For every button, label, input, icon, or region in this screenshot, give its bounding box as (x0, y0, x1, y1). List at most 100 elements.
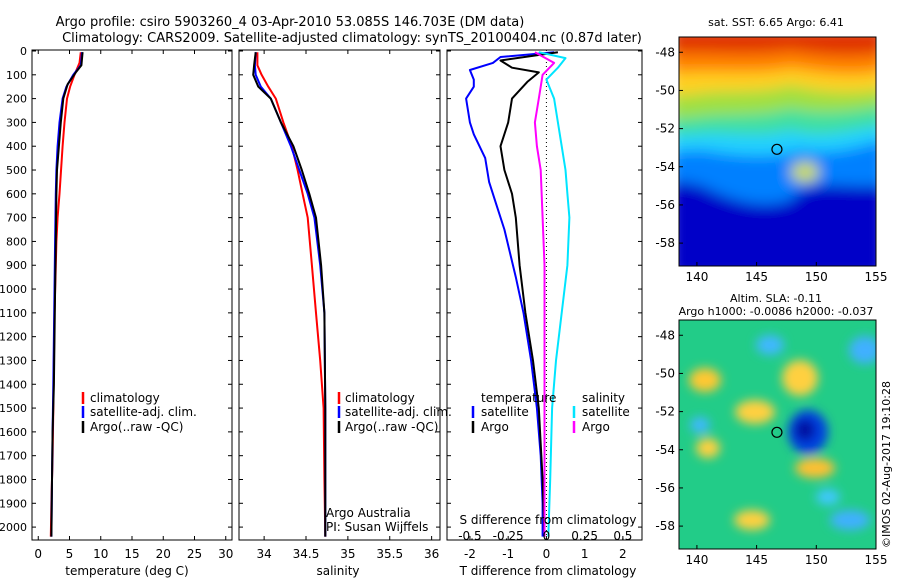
depth-tick-label: 800 (6, 235, 27, 248)
x-tick-label: -2 (464, 547, 476, 561)
series-argo-raw-qc- (252, 52, 327, 537)
temperature-plot: 0 5 10 15 20 25 30 (34, 50, 233, 561)
sla-low-1 (830, 510, 870, 530)
series-climatology (256, 52, 327, 537)
lat-tick-label: -48 (655, 45, 675, 59)
depth-tick-label: 700 (6, 212, 27, 225)
x2-tick-label: 0.25 (571, 529, 598, 543)
lon-tick-label: 145 (745, 270, 768, 284)
series-salinity-argo (533, 51, 556, 537)
x-tick-label: 34.5 (293, 547, 320, 561)
sst-map-title: sat. SST: 6.65 Argo: 6.41 (708, 16, 844, 29)
depth-tick-label: 2000 (0, 521, 27, 534)
x-tick-label: 35.5 (376, 547, 403, 561)
legend-label-temp-satellite: satellite (481, 405, 529, 419)
sst-warm-eddy (791, 162, 819, 182)
depth-axis: 0 100 200 300 400 500 600 700 800 900 1000 1100 1200… (0, 45, 642, 534)
x-tick-label: 36 (424, 547, 439, 561)
depth-tick-label: 600 (6, 188, 27, 201)
depth-tick-label: 1200 (0, 331, 27, 344)
lat-tick-label: -50 (655, 366, 675, 380)
sla-map-frame (678, 319, 877, 550)
lon-tick-label: 155 (865, 270, 888, 284)
lon-tick-label: 150 (805, 270, 828, 284)
lat-tick-label: -50 (655, 83, 675, 97)
x-tick-label: 1 (581, 547, 589, 561)
sla-map-title-line1: Altim. SLA: -0.11 (730, 292, 822, 305)
depth-tick-label: 500 (6, 164, 27, 177)
x-tick-label: 30 (218, 547, 233, 561)
sla-low-2 (849, 336, 876, 364)
sla-low-5 (816, 489, 840, 505)
sla-high-2 (735, 400, 775, 424)
difference-plot: -2 -1 0 1 2 -0.5 -0.25 0 0.25 0.5 (458, 50, 632, 561)
x-tick-label: 25 (187, 547, 202, 561)
temperature-xlabel: temperature (deg C) (65, 564, 188, 578)
legend-label-climatology: climatology (90, 391, 160, 405)
sla-low-4 (690, 417, 710, 433)
x-tick-label: -1 (502, 547, 514, 561)
salinity-plot: 34 34.5 35 35.5 36 (252, 50, 439, 561)
temperature-legend: climatology satellite-adj. clim. Argo(..… (81, 391, 197, 434)
imos-credit: ©IMOS 02-Aug-2017 19:10:28 (880, 381, 893, 548)
lon-tick-label: 140 (685, 270, 708, 284)
legend-label-sal-satellite: satellite (582, 405, 630, 419)
argo-position-marker (771, 143, 783, 155)
x2-tick-label: 0 (543, 529, 551, 543)
series-salinity-satellite (538, 51, 571, 537)
sla-high-6 (734, 510, 770, 530)
series-argo-raw-qc- (50, 52, 84, 537)
sla-map-axes: 140 145 150 155 -48 -50 -52 -54 -56 -58 (655, 328, 887, 567)
depth-tick-label: 1300 (0, 354, 27, 367)
legend-label-climatology: climatology (345, 391, 415, 405)
lat-tick-label: -58 (655, 236, 675, 250)
series-temperature-satellite (465, 51, 555, 537)
sla-low-3 (756, 335, 784, 355)
lat-tick-label: -54 (655, 160, 675, 174)
x-tick-label: 5 (66, 547, 74, 561)
temperature-panel (31, 49, 233, 541)
lat-tick-label: -52 (655, 405, 675, 419)
legend-label-sal-argo: Argo (582, 420, 610, 434)
x2-tick-label: -0.5 (458, 529, 481, 543)
lat-tick-label: -56 (655, 481, 675, 495)
legend-label-argo: Argo(..raw -QC) (345, 420, 438, 434)
sla-map-title-line2: Argo h1000: -0.0086 h2000: -0.037 (679, 305, 874, 318)
lat-tick-label: -52 (655, 122, 675, 136)
lon-tick-label: 145 (745, 553, 768, 567)
x-tick-label: 35 (340, 547, 355, 561)
lat-tick-label: -56 (655, 198, 675, 212)
depth-tick-label: 1700 (0, 450, 27, 463)
x-tick-label: 15 (124, 547, 139, 561)
credit-pi: PI: Susan Wijffels (326, 520, 428, 534)
argo-position-marker (771, 426, 783, 438)
salinity-legend: climatology satellite-adj. clim. Argo(..… (337, 391, 452, 434)
sst-region-red (679, 37, 876, 56)
difference-x2label: S difference from climatology (460, 513, 637, 527)
depth-tick-label: 1000 (0, 283, 27, 296)
depth-tick-label: 1500 (0, 402, 27, 415)
figure-title-line1: Argo profile: csiro 5903260_4 03-Apr-201… (56, 15, 525, 30)
depth-tick-label: 1900 (0, 497, 27, 510)
depth-tick-label: 100 (6, 69, 27, 82)
x-tick-label: 2 (619, 547, 627, 561)
lon-tick-label: 155 (865, 553, 888, 567)
figure-title-line2: Climatology: CARS2009. Satellite-adjuste… (62, 31, 642, 46)
lon-tick-label: 150 (805, 553, 828, 567)
salinity-xlabel: salinity (316, 564, 359, 578)
legend-title-temperature: temperature (481, 391, 556, 405)
sla-low-eddy-core (795, 419, 815, 441)
sla-high-5 (696, 438, 720, 458)
x2-tick-label: 0.5 (613, 529, 632, 543)
x-tick-label: 0 (34, 547, 42, 561)
x-tick-label: 20 (156, 547, 171, 561)
depth-tick-label: 1600 (0, 426, 27, 439)
sla-high-4 (795, 458, 835, 478)
x-tick-label: 34 (256, 547, 271, 561)
lon-tick-label: 140 (685, 553, 708, 567)
series-temperature-argo (499, 51, 559, 537)
depth-tick-label: 1400 (0, 378, 27, 391)
sla-map-field (679, 320, 876, 549)
legend-title-salinity: salinity (582, 391, 625, 405)
difference-legend: temperature satellite Argo salinity sate… (471, 391, 630, 434)
